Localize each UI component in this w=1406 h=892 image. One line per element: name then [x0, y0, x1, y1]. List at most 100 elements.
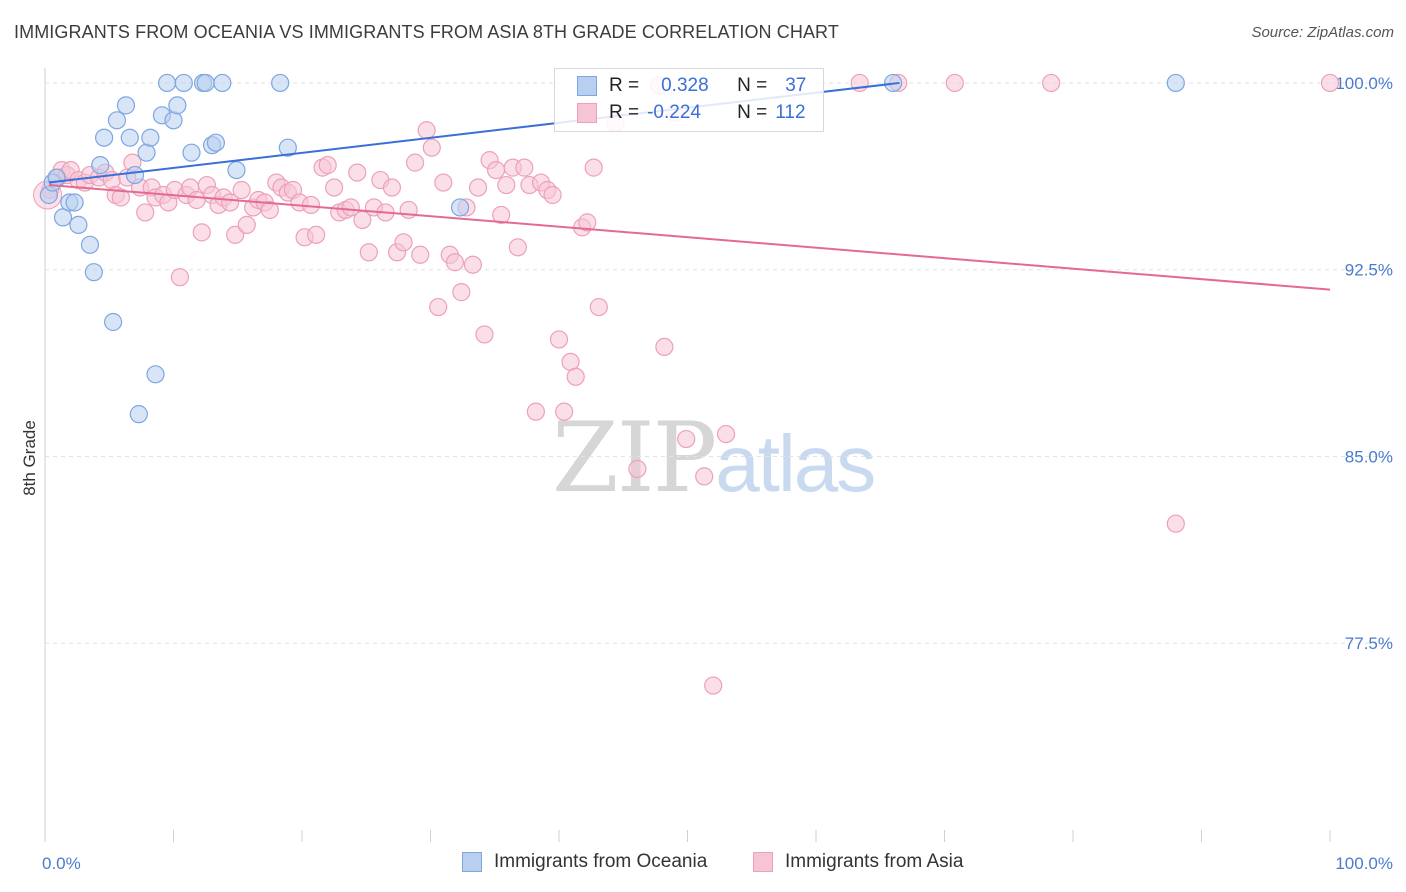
series-legend-oceania[interactable]: Immigrants from Oceania — [462, 851, 707, 873]
data-point-asia — [382, 178, 402, 197]
data-point-asia — [136, 203, 155, 222]
legend-swatch-oceania — [577, 76, 597, 96]
data-point-asia — [405, 153, 425, 172]
data-point-asia — [187, 190, 206, 210]
data-point-asia — [434, 173, 453, 192]
tick-labels: 77.5% 85.0% 92.5% 100.0% 0.0% 100.0% — [42, 74, 1393, 873]
legend-n-label: N = — [737, 75, 768, 96]
x-tick-label-max: 100.0% — [1335, 854, 1393, 873]
data-point-asia — [677, 429, 696, 449]
data-point-oceania — [137, 143, 156, 162]
series-oceania-points — [39, 73, 1185, 424]
data-point-asia — [526, 402, 545, 421]
legend-r-value-oceania: 0.328 — [661, 75, 709, 96]
series-legend-label-oceania: Immigrants from Oceania — [494, 851, 708, 872]
grid-lines — [45, 82, 1392, 644]
x-tick-label-min: 0.0% — [42, 854, 81, 873]
legend-n-value-asia: 112 — [775, 102, 806, 123]
watermark: ZIPatlas — [552, 402, 876, 514]
data-point-oceania — [450, 198, 470, 217]
data-point-asia — [341, 198, 360, 217]
watermark-zip: ZIP — [552, 402, 717, 514]
data-point-oceania — [84, 263, 103, 282]
data-point-asia — [318, 156, 337, 175]
data-point-asia — [1042, 73, 1061, 93]
data-point-asia — [589, 297, 608, 317]
data-point-oceania — [157, 73, 177, 93]
legend-n-label: N = — [737, 102, 768, 123]
data-point-oceania — [164, 111, 183, 130]
data-point-oceania — [213, 73, 232, 93]
legend-row-oceania: R = 0.328 N = 37 — [577, 73, 806, 99]
data-point-asia — [704, 676, 723, 695]
y-tick-label: 77.5% — [1345, 634, 1393, 653]
y-tick-label: 92.5% — [1345, 261, 1393, 280]
data-point-asia — [716, 424, 736, 444]
data-point-asia — [945, 73, 964, 93]
data-point-oceania — [196, 73, 215, 93]
trend-line-asia — [48, 184, 1331, 291]
data-point-asia — [260, 200, 279, 220]
legend-n-value-oceania: 37 — [785, 75, 807, 96]
data-point-asia — [555, 402, 574, 421]
data-point-asia — [1320, 73, 1340, 93]
data-point-asia — [359, 243, 378, 262]
data-point-asia — [422, 138, 441, 157]
data-point-asia — [475, 325, 494, 344]
data-point-oceania — [129, 405, 148, 424]
correlation-legend: R = 0.328 N = 37 R = -0.224 N = 112 — [554, 68, 824, 132]
data-point-asia — [325, 178, 344, 197]
source-label: Source: ZipAtlas.com — [1251, 24, 1394, 41]
data-point-asia — [394, 233, 413, 252]
data-point-asia — [232, 180, 251, 200]
data-point-asia — [463, 255, 483, 274]
data-point-asia — [307, 225, 326, 244]
data-point-asia — [549, 330, 569, 349]
data-point-asia — [220, 193, 240, 212]
data-point-oceania — [141, 128, 160, 147]
series-legend-asia[interactable]: Immigrants from Asia — [753, 851, 963, 873]
data-point-oceania — [107, 111, 127, 130]
chart-title: IMMIGRANTS FROM OCEANIA VS IMMIGRANTS FR… — [14, 22, 839, 42]
data-point-asia — [429, 297, 448, 317]
data-point-oceania — [91, 156, 110, 175]
legend-r-label: R = — [609, 75, 640, 96]
legend-swatch-asia — [577, 103, 597, 123]
y-axis-label: 8th Grade — [20, 420, 39, 496]
data-point-asia — [543, 185, 562, 205]
data-point-asia — [566, 367, 585, 386]
y-tick-label: 100.0% — [1335, 74, 1393, 93]
data-point-asia — [695, 467, 714, 486]
legend-row-asia: R = -0.224 N = 112 — [577, 100, 806, 126]
data-point-asia — [584, 158, 603, 177]
y-tick-label: 85.0% — [1345, 447, 1393, 466]
data-point-oceania — [80, 235, 100, 254]
data-point-asia — [655, 337, 674, 357]
data-point-asia — [515, 158, 534, 177]
data-point-oceania — [271, 73, 290, 93]
data-point-asia — [417, 121, 436, 140]
data-point-oceania — [206, 133, 226, 152]
series-legend-swatch-oceania — [462, 852, 482, 872]
data-point-oceania — [95, 128, 114, 147]
legend-r-value-asia: -0.224 — [647, 102, 701, 123]
data-point-asia — [1166, 514, 1185, 533]
data-point-oceania — [182, 143, 201, 162]
data-point-asia — [170, 268, 190, 287]
data-point-oceania — [278, 138, 297, 157]
data-point-asia — [497, 175, 516, 195]
data-point-asia — [226, 225, 245, 244]
data-point-oceania — [168, 96, 187, 115]
data-point-oceania — [174, 73, 193, 93]
data-point-asia — [468, 178, 488, 197]
data-point-asia — [578, 213, 597, 232]
data-point-oceania — [116, 96, 136, 115]
legend-r-label: R = — [609, 102, 640, 123]
data-point-oceania — [69, 215, 88, 234]
data-point-asia — [237, 215, 256, 234]
data-point-asia — [628, 459, 647, 479]
data-point-asia — [348, 163, 367, 182]
data-point-asia — [452, 283, 471, 302]
data-point-asia — [411, 245, 430, 264]
